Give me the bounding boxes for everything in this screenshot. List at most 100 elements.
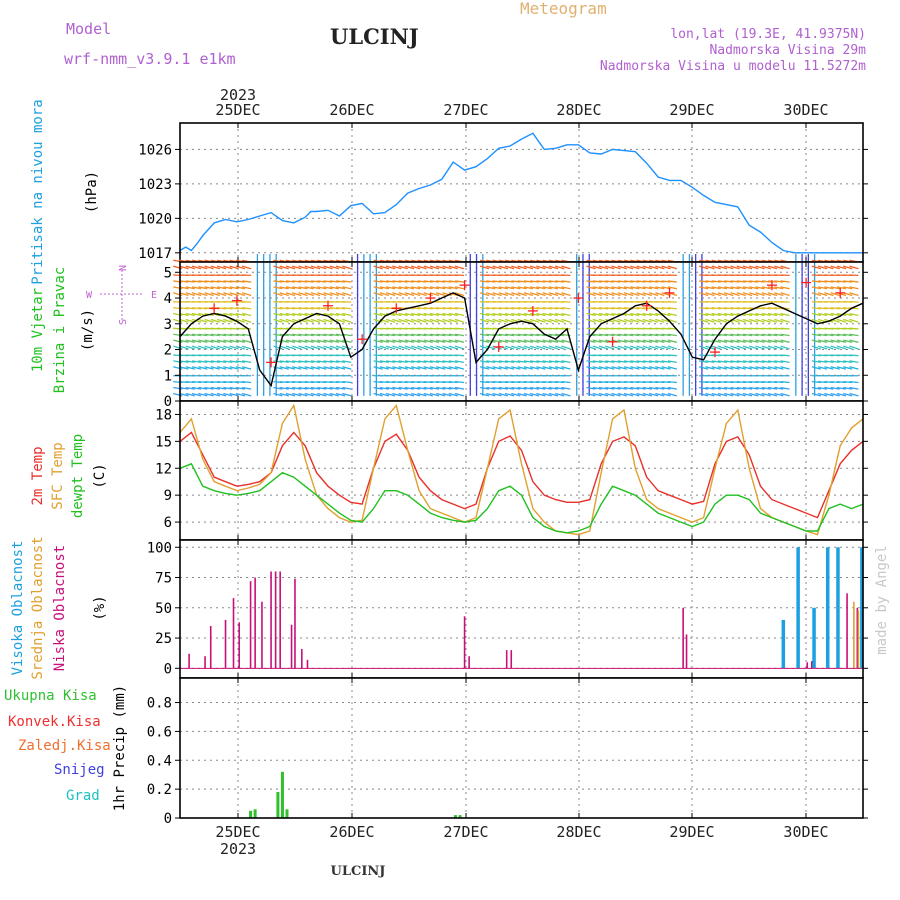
wind-barb <box>830 339 840 343</box>
wind-barb <box>761 366 771 370</box>
wind-barb <box>761 360 771 364</box>
wind-barb <box>285 339 296 343</box>
wind-barb <box>179 345 189 350</box>
wind-barb <box>730 386 740 390</box>
wind-barb <box>317 265 327 270</box>
wind-barb <box>623 339 634 343</box>
wind-barb <box>824 345 834 350</box>
cloud-high-bar <box>781 619 786 669</box>
wind-barb <box>210 345 221 350</box>
wind-barb <box>442 286 452 290</box>
wind-barb <box>517 312 527 317</box>
wind-barb <box>310 360 321 364</box>
wind-barb <box>529 339 540 343</box>
wind-barb <box>561 306 571 310</box>
wind-barb <box>536 392 546 397</box>
wind-barb <box>736 345 746 350</box>
wind-barb <box>617 286 627 290</box>
wind-barb <box>623 286 634 290</box>
wind-barb <box>849 380 859 384</box>
wind-barb <box>542 345 552 350</box>
wind-barb <box>216 392 227 397</box>
wind-barb <box>836 339 847 343</box>
wind-barb <box>204 339 214 343</box>
wind-barb <box>498 339 508 343</box>
wind-barb <box>492 392 502 397</box>
wind-barb <box>517 265 527 270</box>
wind-barb <box>636 280 646 283</box>
wind-barb <box>774 392 784 397</box>
wind-barb <box>373 318 383 323</box>
wind-barb <box>592 345 602 350</box>
wind-barb <box>504 360 515 364</box>
wind-barb <box>774 312 784 317</box>
wind-barb <box>179 339 189 343</box>
wind-barb <box>279 386 289 390</box>
wind-barb <box>767 360 778 364</box>
wind-barb <box>385 292 396 297</box>
cloud-low-bar <box>254 577 256 669</box>
cloud-low-bar <box>685 634 688 669</box>
wind-barb <box>611 280 621 283</box>
wind-barb <box>310 339 321 343</box>
wind-barb <box>548 333 559 337</box>
wind-barb <box>492 333 502 337</box>
wind-barb <box>761 286 771 290</box>
wind-gust-marker <box>322 300 333 311</box>
wind-barb <box>298 366 308 370</box>
wind-barb <box>404 265 415 270</box>
wind-barb <box>310 292 321 297</box>
wind-barb <box>329 286 339 290</box>
wind-barb <box>317 366 327 370</box>
wind-barb <box>479 265 490 270</box>
wind-barb <box>404 345 415 350</box>
wind-barb <box>742 333 753 337</box>
wind-barb <box>404 312 415 317</box>
wind-barb <box>699 312 709 317</box>
temp-dewpt-line <box>179 462 864 534</box>
wind-barb <box>198 360 208 364</box>
wind-barb <box>630 312 640 317</box>
wind-barb <box>454 306 465 310</box>
wind-barb <box>648 345 659 350</box>
wind-barb <box>373 366 383 370</box>
wind-barb <box>755 286 765 290</box>
wind-barb <box>229 286 239 290</box>
wind-barb <box>849 360 859 364</box>
wind-barb <box>642 333 652 337</box>
wind-barb <box>285 318 296 323</box>
wind-barb <box>655 339 665 343</box>
wind-barb <box>342 386 352 390</box>
wind-barb <box>711 292 721 297</box>
wind-barb <box>611 333 621 337</box>
wind-barb <box>536 360 546 364</box>
wind-barb <box>242 312 252 317</box>
wind-barb <box>561 339 571 343</box>
wind-barb <box>724 312 734 317</box>
wind-barb <box>811 318 822 323</box>
y-tick-label: 0.6 <box>147 724 172 740</box>
wind-barb <box>717 339 728 343</box>
wind-barb <box>642 392 653 397</box>
wind-barb <box>830 280 840 283</box>
wind-barb <box>479 306 490 310</box>
wind-barb <box>849 318 859 323</box>
wind-barb <box>179 265 189 270</box>
wind-barb <box>379 286 390 290</box>
wind-barb <box>486 339 496 343</box>
wind-barb <box>517 345 527 350</box>
wind-barb <box>410 318 421 323</box>
wind-barb <box>561 386 571 390</box>
wind-barb <box>448 265 458 270</box>
wind-barb <box>185 366 195 370</box>
wind-barb <box>730 292 740 297</box>
wind-barb <box>210 265 221 270</box>
wind-barb <box>404 286 415 290</box>
wind-barb <box>630 392 640 397</box>
wind-barb <box>229 360 239 364</box>
precip-bar <box>253 809 257 818</box>
wind-barb <box>335 280 346 283</box>
wind-barb <box>342 339 352 343</box>
wind-barb <box>661 366 671 370</box>
wind-barb <box>304 386 314 390</box>
